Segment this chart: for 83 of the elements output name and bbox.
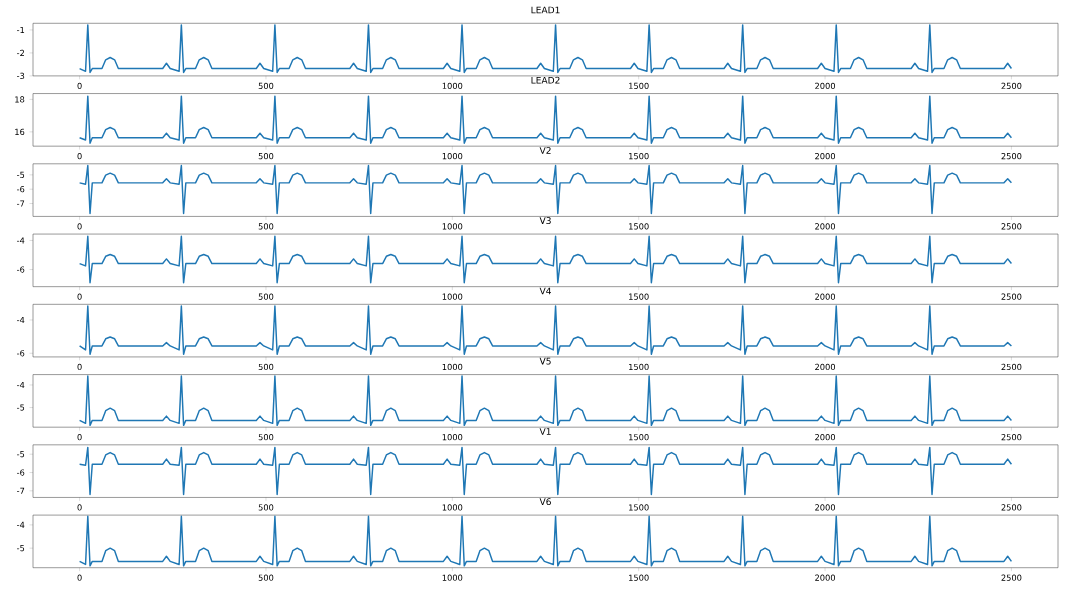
x-tick-label: 2000 (815, 223, 836, 230)
x-tick-label: 1500 (629, 293, 649, 300)
line-series (78, 375, 1013, 427)
x-tick-label: 0 (77, 153, 82, 160)
y-tick-label: -7 (16, 487, 25, 494)
x-tick-label: 500 (258, 574, 274, 581)
x-tick-label: 1500 (629, 574, 649, 581)
x-tick-label: 1500 (629, 434, 649, 441)
y-tick-label: -4 (16, 316, 25, 323)
x-tick-label: 2000 (815, 293, 836, 300)
x-tick-label: 2500 (1001, 293, 1022, 300)
line-series (78, 164, 1013, 215)
y-tick-label: -4 (16, 237, 25, 244)
y-tick-label: -5 (16, 404, 25, 411)
x-tick-label: 0 (77, 434, 82, 441)
y-tick-label: -2 (16, 49, 24, 56)
x-tick-label: 500 (258, 82, 274, 89)
x-tick-label: 1000 (442, 574, 463, 581)
x-tick-label: 0 (77, 504, 82, 511)
x-tick-label: 1000 (442, 293, 463, 300)
chart-title: V2 (539, 147, 551, 154)
x-tick-label: 0 (77, 363, 82, 371)
x-tick-label: 0 (77, 293, 82, 300)
x-tick-label: 1000 (442, 363, 463, 371)
x-tick-label: 2500 (1001, 434, 1022, 441)
x-tick-label: 2500 (1001, 363, 1022, 371)
y-tick-label: -5 (16, 171, 25, 178)
chart-title: V1 (539, 428, 551, 435)
y-tick-label: -4 (16, 381, 25, 388)
x-tick-label: 2500 (1001, 153, 1022, 160)
y-tick-label: -5 (16, 545, 25, 552)
x-tick-label: 1000 (442, 153, 463, 160)
x-tick-label: 500 (258, 363, 274, 371)
x-tick-label: 1500 (629, 504, 649, 511)
x-tick-label: 2500 (1001, 223, 1022, 230)
x-tick-label: 1000 (442, 434, 463, 441)
x-tick-label: 500 (258, 293, 274, 300)
y-tick-label: -6 (16, 469, 25, 476)
x-tick-label: 2000 (815, 153, 836, 160)
x-tick-label: 2500 (1001, 82, 1022, 89)
x-tick-label: 0 (77, 82, 82, 89)
line-series (78, 446, 1013, 496)
x-tick-label: 1000 (442, 504, 463, 511)
x-tick-label: 1500 (629, 223, 649, 230)
y-tick-label: -6 (16, 350, 25, 357)
y-tick-label: -7 (16, 200, 25, 207)
chart-title: LEAD2 (531, 76, 560, 84)
y-tick-label: 18 (15, 96, 25, 103)
x-tick-label: 500 (258, 504, 274, 511)
y-tick-label: -3 (16, 72, 25, 80)
x-tick-label: 2000 (815, 574, 836, 581)
x-tick-label: 2500 (1001, 574, 1022, 581)
x-tick-label: 2000 (815, 363, 836, 371)
x-tick-label: 0 (77, 223, 82, 230)
x-tick-label: 2000 (815, 504, 836, 511)
y-tick-label: -6 (16, 186, 25, 193)
line-series (78, 235, 1013, 284)
chart-title: LEAD1 (531, 6, 560, 14)
x-tick-label: 1500 (629, 82, 649, 89)
x-tick-label: 2500 (1001, 504, 1022, 511)
x-tick-label: 500 (258, 153, 274, 160)
x-tick-label: 1500 (629, 363, 649, 371)
y-tick-label: -4 (16, 521, 25, 528)
chart-title: V4 (539, 287, 551, 295)
line-series (78, 95, 1013, 144)
x-tick-label: 2000 (815, 82, 836, 89)
x-tick-label: 500 (258, 223, 274, 230)
x-tick-label: 500 (258, 434, 274, 441)
y-tick-label: -1 (16, 26, 25, 33)
x-tick-label: 0 (77, 574, 82, 581)
x-tick-label: 1000 (442, 82, 463, 89)
chart-title: V5 (539, 357, 551, 365)
line-series (78, 515, 1013, 567)
y-tick-label: 16 (15, 128, 25, 136)
chart-title: V6 (539, 498, 551, 506)
chart-title: V3 (539, 217, 551, 225)
x-tick-label: 1000 (442, 223, 463, 230)
y-tick-label: -6 (16, 266, 25, 273)
line-series (78, 305, 1013, 356)
x-tick-label: 1500 (629, 153, 649, 160)
y-tick-label: -5 (16, 451, 25, 458)
x-tick-label: 2000 (815, 434, 836, 441)
line-series (78, 24, 1013, 74)
